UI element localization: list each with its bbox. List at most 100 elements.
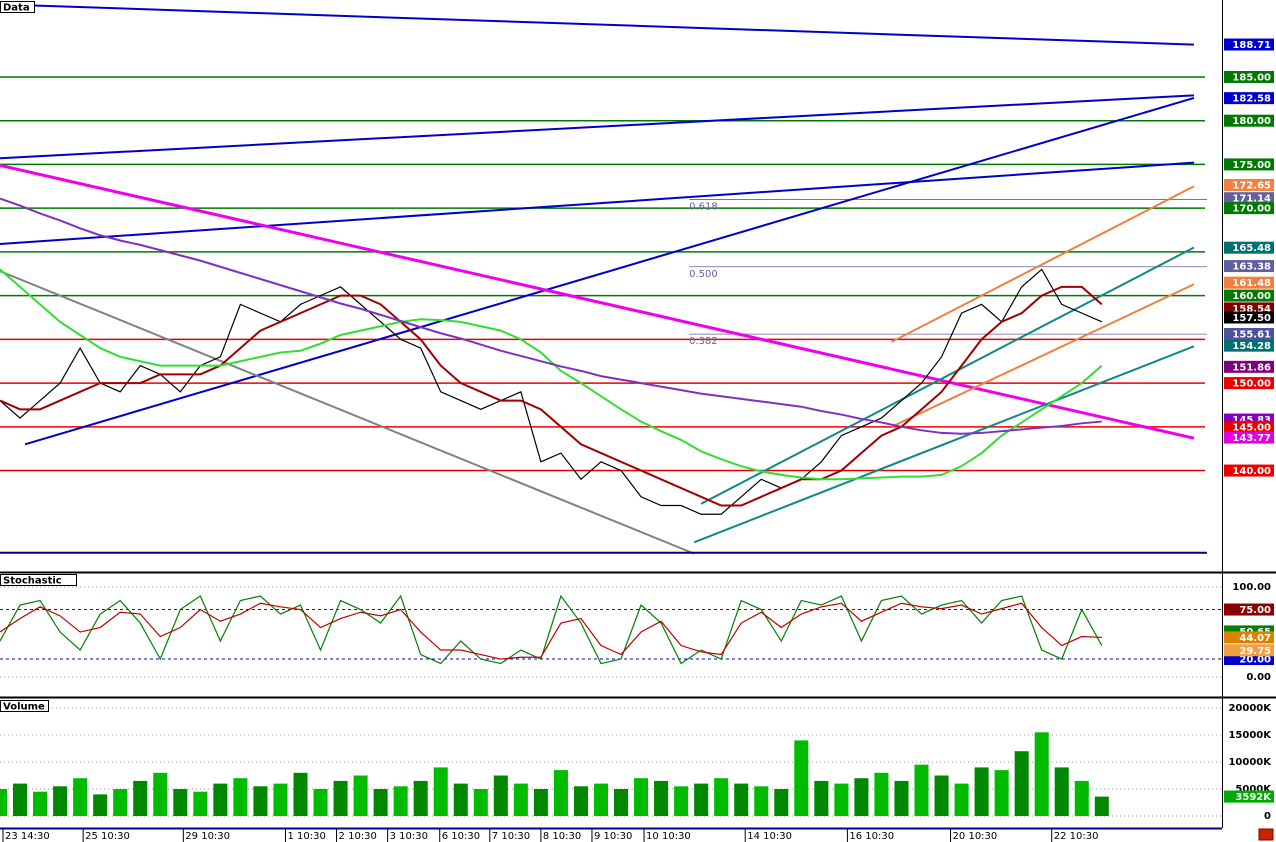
axis-value-label: 180.00 — [1232, 116, 1271, 127]
axis-value-label: 182.58 — [1232, 94, 1271, 105]
x-tick-label: 7 10:30 — [492, 831, 530, 842]
axis-value-label: 3592K — [1235, 792, 1272, 803]
volume-bar — [634, 778, 649, 817]
fib-label: 0.382 — [689, 336, 718, 347]
scroll-button[interactable] — [1258, 828, 1274, 841]
x-tick-label: 8 10:30 — [543, 831, 581, 842]
axis-value-label: 29.75 — [1239, 646, 1271, 657]
axis-value-box — [1224, 70, 1274, 83]
axis-value-label: 163.38 — [1232, 262, 1271, 273]
y-tick-label: 100.00 — [1232, 582, 1271, 593]
axis-value-box — [1224, 202, 1274, 215]
volume-bar — [153, 772, 168, 817]
volume-bar — [874, 772, 889, 817]
series-line — [0, 197, 1102, 435]
x-tick-label: 16 10:30 — [849, 831, 894, 842]
volume-bar — [1054, 767, 1069, 817]
volume-bar — [954, 783, 969, 817]
volume-bar — [313, 789, 328, 817]
axis-value-label: 165.48 — [1232, 243, 1271, 254]
axis-value-label: 188.71 — [1232, 40, 1271, 51]
volume-bar — [1074, 780, 1089, 817]
volume-bar — [393, 786, 408, 817]
volume-bar — [33, 791, 48, 817]
fib-label: 0.618 — [689, 201, 718, 212]
panel-title: Volume — [3, 702, 45, 713]
volume-bar — [1014, 751, 1029, 817]
axis-value-box — [1224, 360, 1274, 373]
y-tick-label: 0.00 — [1246, 672, 1271, 683]
volume-bar — [614, 789, 629, 817]
x-tick-label: 9 10:30 — [594, 831, 632, 842]
panel-title: Data — [3, 3, 30, 14]
trend-line — [0, 270, 695, 555]
volume-bar — [734, 783, 749, 817]
axis-value-label: 140.00 — [1232, 466, 1271, 477]
axis-value-label: 158.54 — [1232, 304, 1271, 315]
axis-value-label: 145.83 — [1232, 415, 1271, 426]
panel-title: Stochastic — [3, 576, 62, 587]
volume-bar — [814, 780, 829, 817]
trend-line — [693, 345, 1195, 544]
volume-bar — [834, 783, 849, 817]
axis-value-box — [1224, 420, 1274, 433]
volume-bar — [553, 770, 568, 817]
volume-bar — [133, 780, 148, 817]
trend-line — [891, 185, 1195, 343]
volume-bar — [674, 786, 689, 817]
volume-bar — [513, 783, 528, 817]
trend-line — [24, 96, 1195, 446]
axis-value-label: 171.14 — [1232, 194, 1271, 205]
axis-value-box — [1224, 339, 1274, 352]
axis-value-label: 75.00 — [1239, 605, 1271, 616]
volume-bar — [934, 775, 949, 817]
volume-bar — [1094, 796, 1109, 817]
volume-bar — [193, 791, 208, 817]
axis-value-label: 185.00 — [1232, 72, 1271, 83]
series-line — [0, 268, 1103, 515]
axis-value-box — [1224, 311, 1274, 324]
axis-value-box — [1224, 289, 1274, 302]
volume-bar — [273, 783, 288, 817]
series-line — [0, 285, 1103, 507]
series-line — [0, 268, 1103, 481]
axis-value-box — [1224, 790, 1274, 803]
volume-bar — [473, 789, 488, 817]
volume-bar — [413, 780, 428, 817]
x-tick-label: 1 10:30 — [287, 831, 325, 842]
y-tick-label: 15000K — [1228, 730, 1272, 741]
volume-bar — [253, 786, 268, 817]
volume-bar — [1034, 732, 1049, 817]
axis-value-box — [1224, 302, 1274, 315]
axis-value-box — [1224, 158, 1274, 171]
x-tick-label: 14 10:30 — [747, 831, 792, 842]
axis-value-box — [1224, 644, 1274, 657]
fib-label: 0.500 — [689, 269, 718, 280]
axis-value-label: 44.07 — [1239, 633, 1271, 644]
x-tick-label: 2 10:30 — [339, 831, 377, 842]
axis-value-box — [1224, 464, 1274, 477]
axis-value-box — [1224, 431, 1274, 444]
axis-value-box — [1224, 603, 1274, 616]
volume-bar — [213, 783, 228, 817]
volume-bar — [293, 772, 308, 817]
trend-line — [0, 3, 1194, 46]
volume-bar — [994, 770, 1009, 817]
y-tick-label: 10000K — [1228, 757, 1272, 768]
volume-bar — [593, 783, 608, 817]
axis-value-box — [1224, 192, 1274, 205]
axis-value-label: 161.48 — [1232, 278, 1271, 289]
volume-bar — [533, 789, 548, 817]
axis-value-box — [1224, 377, 1274, 390]
axis-value-label: 160.00 — [1232, 291, 1271, 302]
x-tick-label: 22 10:30 — [1054, 831, 1099, 842]
volume-bar — [0, 789, 8, 817]
volume-bar — [974, 767, 989, 817]
volume-bar — [573, 786, 588, 817]
trend-line — [0, 161, 1195, 246]
series-line — [0, 602, 1102, 660]
axis-value-box — [1224, 241, 1274, 254]
volume-bar — [93, 794, 108, 817]
